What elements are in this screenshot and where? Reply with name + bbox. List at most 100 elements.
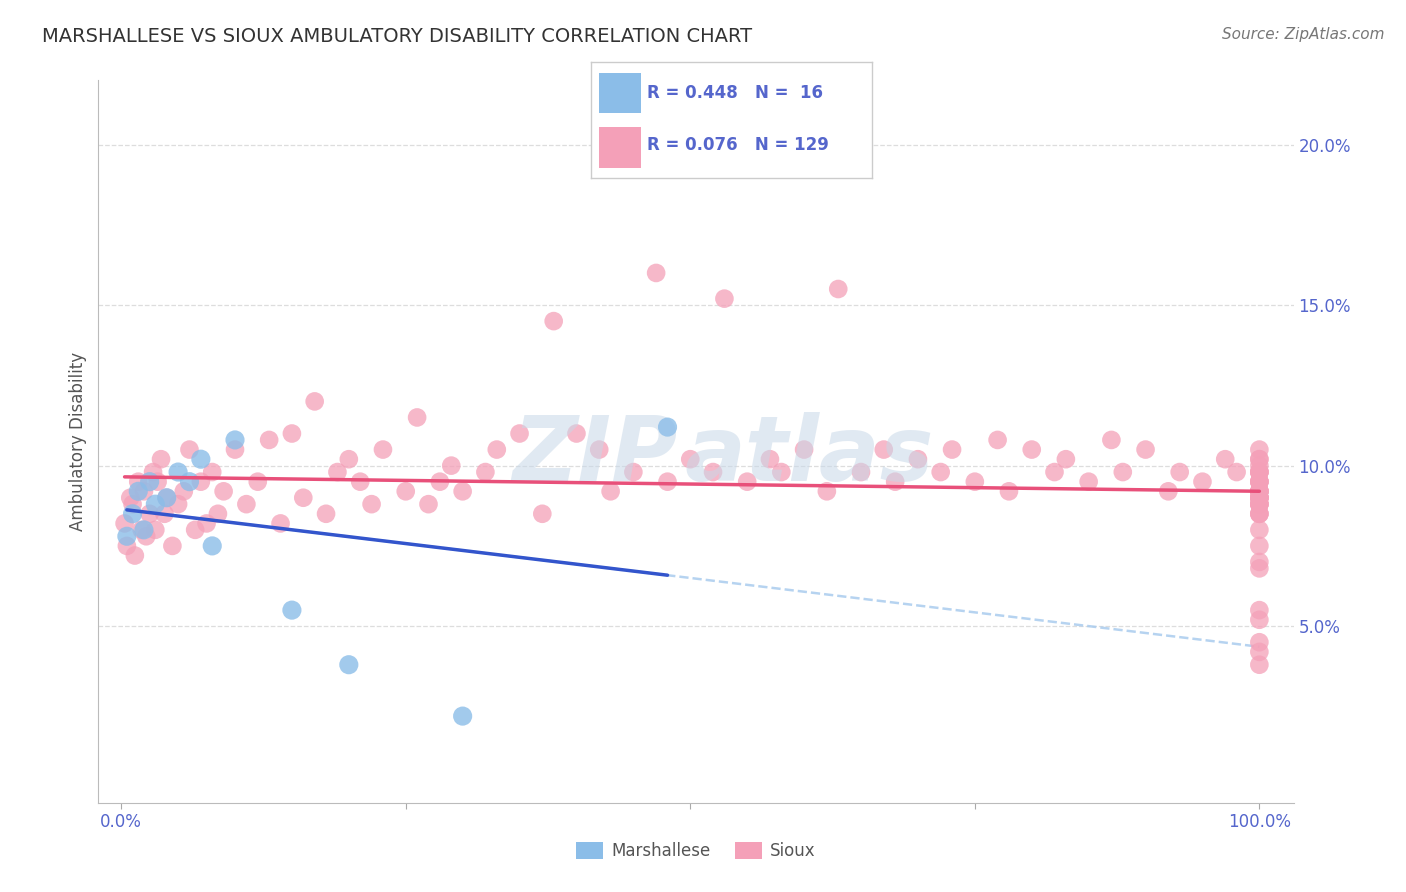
Point (1249, 507, 1271, 521)
Point (735, 475, 758, 489)
Point (1249, 475, 1271, 489)
Point (963, 475, 986, 489)
Point (1249, 475, 1271, 489)
Point (657, 420, 679, 434)
Point (337, 657, 360, 672)
Point (1249, 465, 1271, 479)
Point (138, 507, 160, 521)
Point (124, 549, 146, 563)
Point (1168, 465, 1191, 479)
Point (115, 539, 138, 553)
Point (201, 539, 224, 553)
Point (1249, 491, 1271, 505)
Point (1021, 442, 1043, 457)
Point (127, 484, 149, 499)
Y-axis label: Ambulatory Disability: Ambulatory Disability (69, 352, 87, 531)
Point (645, 266, 668, 280)
Point (153, 507, 176, 521)
Point (429, 475, 451, 489)
Point (1054, 452, 1077, 467)
Text: ZIP: ZIP (513, 412, 678, 500)
Point (235, 497, 257, 511)
Point (121, 497, 143, 511)
Point (143, 523, 166, 537)
Point (179, 442, 201, 457)
Point (1249, 657, 1271, 672)
Point (162, 539, 184, 553)
Text: MARSHALLESE VS SIOUX AMBULATORY DISABILITY CORRELATION CHART: MARSHALLESE VS SIOUX AMBULATORY DISABILI… (42, 27, 752, 45)
Point (156, 491, 179, 505)
Legend: Marshallese, Sioux: Marshallese, Sioux (569, 835, 823, 867)
Point (474, 465, 496, 479)
Point (207, 507, 229, 521)
Point (1249, 465, 1271, 479)
Point (1249, 497, 1271, 511)
Text: R = 0.076   N = 129: R = 0.076 N = 129 (647, 136, 828, 154)
Point (1249, 484, 1271, 499)
Point (120, 491, 142, 505)
Point (195, 516, 218, 531)
Point (543, 314, 565, 328)
Point (907, 452, 929, 467)
Point (138, 475, 160, 489)
Point (406, 410, 429, 425)
Text: atlas: atlas (685, 412, 934, 500)
Point (1249, 475, 1271, 489)
Point (131, 523, 153, 537)
Point (212, 484, 235, 499)
Point (371, 442, 394, 457)
Point (1157, 484, 1180, 499)
Point (440, 458, 463, 473)
Text: Source: ZipAtlas.com: Source: ZipAtlas.com (1222, 27, 1385, 42)
Point (1191, 475, 1213, 489)
Point (1249, 442, 1271, 457)
Point (1249, 491, 1271, 505)
Text: R = 0.448   N =  16: R = 0.448 N = 16 (647, 84, 823, 103)
Point (1249, 491, 1271, 505)
Point (114, 516, 136, 531)
FancyBboxPatch shape (599, 73, 641, 113)
Point (115, 529, 138, 543)
Point (759, 452, 782, 467)
Point (588, 442, 610, 457)
Point (257, 433, 280, 447)
Point (167, 465, 190, 479)
Point (1043, 465, 1066, 479)
Point (1249, 603, 1271, 617)
Point (621, 465, 644, 479)
Point (1249, 507, 1271, 521)
Point (1249, 645, 1271, 659)
Point (167, 497, 190, 511)
Point (827, 282, 849, 296)
Point (702, 465, 724, 479)
Point (201, 465, 224, 479)
Point (1249, 491, 1271, 505)
Point (1249, 497, 1271, 511)
Point (1249, 484, 1271, 499)
Point (1249, 507, 1271, 521)
Point (1249, 491, 1271, 505)
Point (224, 442, 246, 457)
Point (135, 529, 157, 543)
Point (360, 497, 382, 511)
Point (132, 523, 155, 537)
Point (292, 491, 315, 505)
Point (1249, 458, 1271, 473)
Point (873, 442, 896, 457)
Point (451, 709, 474, 723)
Point (657, 475, 679, 489)
Point (815, 484, 838, 499)
Point (884, 475, 907, 489)
Point (713, 292, 735, 306)
Point (127, 475, 149, 489)
Point (987, 433, 1010, 447)
Point (418, 497, 440, 511)
Point (281, 426, 304, 441)
Point (849, 465, 872, 479)
Point (1249, 555, 1271, 569)
Point (1249, 484, 1271, 499)
Point (1249, 497, 1271, 511)
Point (395, 484, 418, 499)
Point (224, 433, 246, 447)
Point (246, 475, 269, 489)
